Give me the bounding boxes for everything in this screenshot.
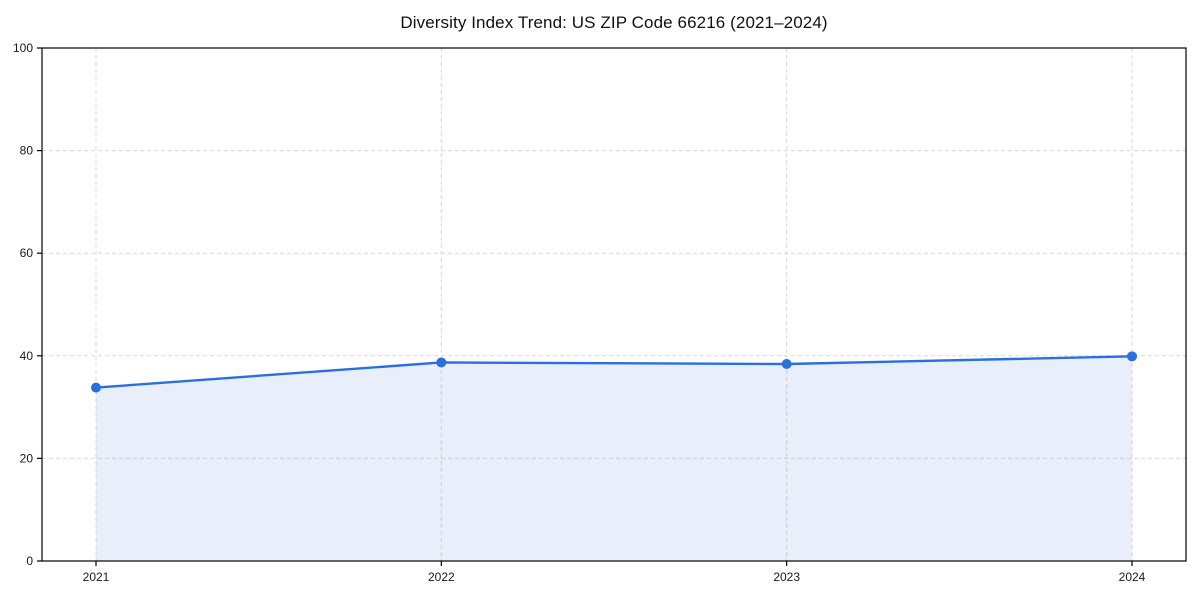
- plot-box-spines: [41, 47, 1187, 562]
- data-point: [436, 357, 447, 368]
- data-point: [91, 382, 101, 393]
- area-fill: [96, 356, 1132, 561]
- y-tick-label: 80: [20, 144, 34, 158]
- x-tick-label: 2021: [83, 570, 110, 584]
- y-tick-label: 40: [20, 349, 34, 363]
- y-tick-label: 0: [26, 554, 33, 568]
- data-point: [781, 359, 792, 370]
- series-line: [94, 355, 1134, 389]
- y-tick-label: 20: [20, 451, 34, 465]
- x-tick-label: 2023: [773, 570, 800, 584]
- x-tick-label: 2024: [1119, 570, 1146, 584]
- y-tick-label: 100: [13, 41, 33, 55]
- data-point: [1127, 351, 1137, 362]
- x-tick-label: 2022: [428, 570, 455, 584]
- chart-title: Diversity Index Trend: US ZIP Code 66216…: [400, 13, 828, 32]
- y-tick-label: 60: [20, 246, 34, 260]
